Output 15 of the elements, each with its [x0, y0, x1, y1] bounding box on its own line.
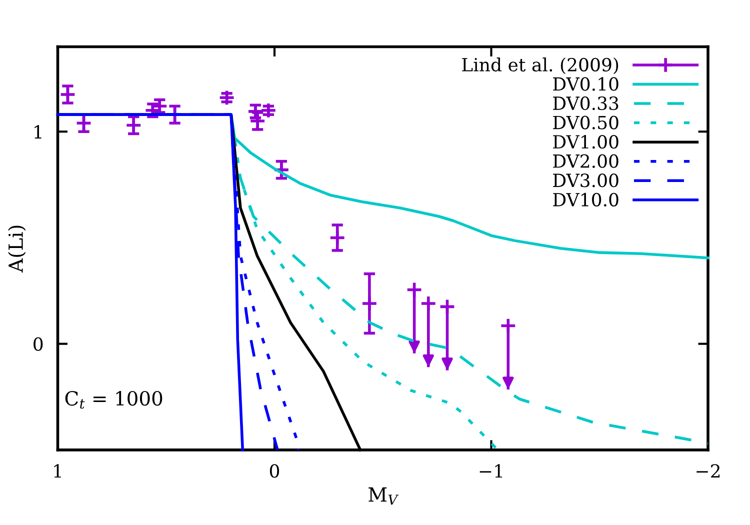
legend-label: DV10.0 — [553, 192, 618, 206]
x-tick-label: −2 — [696, 464, 720, 478]
legend-label: DV0.50 — [553, 116, 618, 130]
legend-label: Lind et al. (2009) — [462, 58, 618, 74]
x-tick-label: −1 — [480, 464, 502, 478]
y-axis-title: A(Li) — [8, 226, 26, 273]
legend-label: DV2.00 — [553, 154, 618, 168]
annotation: C$_{t}$ = 1000 — [65, 390, 162, 409]
legend-label: DV3.00 — [553, 174, 618, 188]
legend-label: DV0.33 — [553, 96, 618, 110]
x-axis-title: M$_{V}$ — [368, 487, 399, 505]
x-tick-label: 0 — [270, 464, 280, 478]
legend-label: DV0.10 — [553, 77, 618, 91]
legend-label: DV1.00 — [553, 134, 618, 149]
x-tick-label: 1 — [54, 464, 61, 478]
